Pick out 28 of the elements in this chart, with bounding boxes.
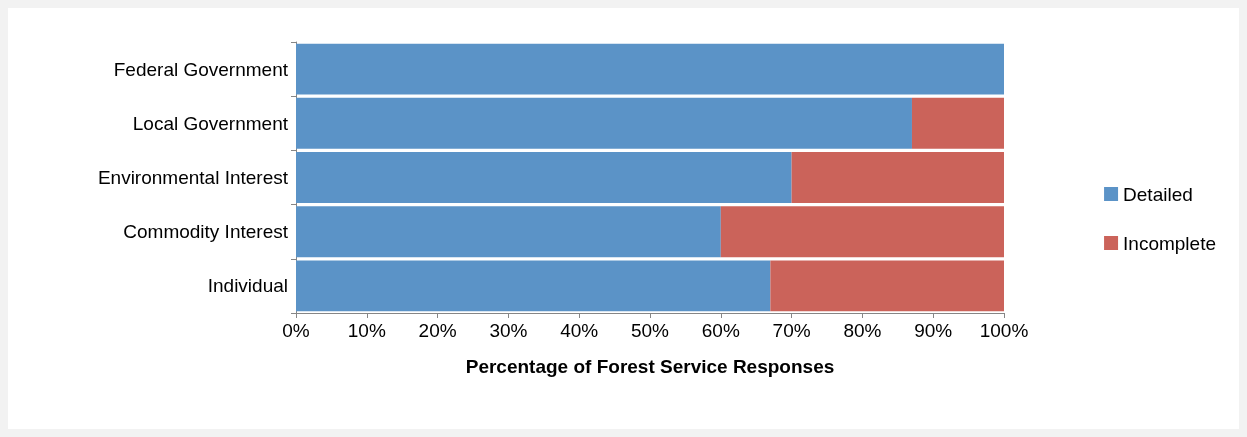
- x-tick-label: 20%: [418, 320, 457, 341]
- bar: [296, 43, 1004, 95]
- x-tick-label: 60%: [701, 320, 740, 341]
- x-tick-label: 50%: [630, 320, 670, 341]
- bar: [911, 97, 1004, 149]
- x-tick-label: 80%: [843, 320, 882, 341]
- x-tick-label: 40%: [560, 320, 599, 341]
- x-tick-label: 70%: [772, 320, 811, 341]
- x-tick-label: 0%: [282, 320, 310, 341]
- x-tick-label: 30%: [489, 320, 528, 341]
- y-tick-label: Environmental Interest: [97, 167, 289, 188]
- bar: [296, 260, 771, 312]
- x-axis-title: Percentage of Forest Service Responses: [465, 356, 835, 377]
- x-tick-label: 100%: [979, 320, 1029, 341]
- y-tick-label: Commodity Interest: [123, 221, 289, 243]
- bar: [720, 206, 1004, 258]
- y-tick-label: Federal Government: [113, 58, 289, 80]
- y-tick-label: Local Government: [132, 112, 289, 134]
- bar: [296, 206, 721, 258]
- x-tick-label: 10%: [347, 320, 386, 341]
- bar: [791, 152, 1004, 203]
- bar: [296, 152, 792, 203]
- bar: [296, 97, 912, 149]
- legend-label: Incomplete: [1123, 232, 1217, 254]
- y-tick-label: Individual: [207, 275, 288, 297]
- x-tick-label: 90%: [914, 320, 953, 341]
- legend-label: Detailed: [1123, 183, 1193, 205]
- bar: [770, 260, 1004, 312]
